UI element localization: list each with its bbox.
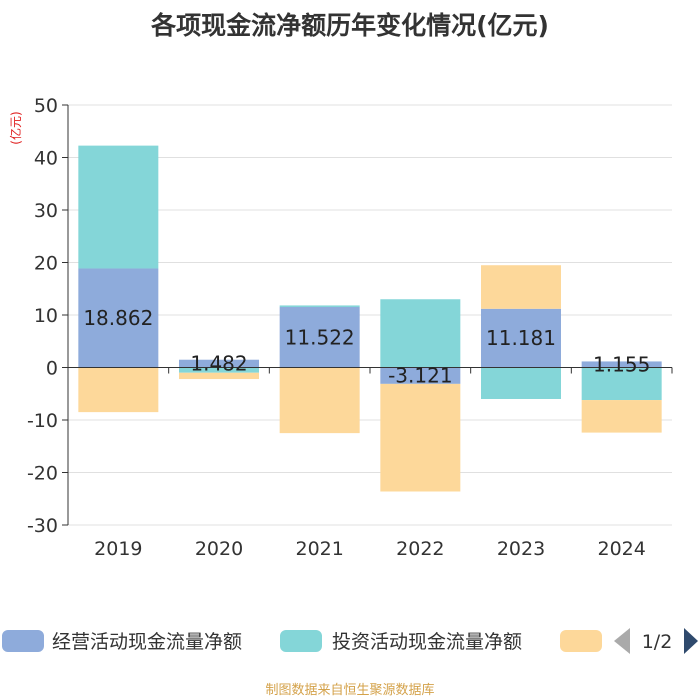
y-tick-label: -30 <box>27 515 58 537</box>
x-tick-label-2024: 2024 <box>597 538 645 560</box>
grid-lines <box>68 104 672 526</box>
bar-2024-series-3 <box>581 400 662 433</box>
legend-label-1[interactable]: 经营活动现金流量净额 <box>52 631 242 653</box>
y-tick-label: 20 <box>34 253 58 275</box>
legend-next-icon[interactable] <box>684 628 698 654</box>
legend-swatch-3[interactable] <box>560 630 602 652</box>
y-tick-label: 40 <box>34 148 58 170</box>
bar-2020-series-2 <box>179 367 259 373</box>
data-labels: 18.862 1.482 11.522 -3.121 11.181 1.155 <box>83 306 650 388</box>
data-label-2021: 11.522 <box>285 325 355 349</box>
y-tick-label: 30 <box>34 200 58 222</box>
bar-2019-series-1 <box>78 268 159 368</box>
bars <box>78 145 662 492</box>
source-footer: 制图数据来自恒生聚源数据库 <box>265 682 434 698</box>
x-tick-label-2023: 2023 <box>497 538 545 560</box>
x-tick-label-2021: 2021 <box>295 538 343 560</box>
y-tick-label: 0 <box>46 358 58 380</box>
bar-2024-series-1 <box>581 361 662 368</box>
tick-labels: 50 40 30 20 10 0 -10 -20 -30 2019 2020 2021 2022 2023… <box>27 95 646 560</box>
x-tick-label-2022: 2022 <box>396 538 444 560</box>
legend-page-indicator: 1/2 <box>642 631 673 653</box>
axes <box>62 104 673 526</box>
bar-2021-series-2 <box>279 305 360 308</box>
x-tick-label-2020: 2020 <box>195 538 243 560</box>
legend-swatch-2[interactable] <box>280 630 322 652</box>
bar-2023-series-2 <box>481 367 561 399</box>
y-axis-label: (亿元) <box>8 111 23 144</box>
data-label-2024: 1.155 <box>593 352 650 376</box>
legend-label-2[interactable]: 投资活动现金流量净额 <box>332 631 522 653</box>
bar-2024-series-2 <box>581 367 662 401</box>
y-tick-label: 10 <box>34 305 58 327</box>
bar-2021-series-1 <box>279 307 360 368</box>
y-tick-label: 50 <box>34 95 58 117</box>
bar-2022-series-3 <box>380 383 461 492</box>
bar-2019-series-3 <box>78 367 159 413</box>
chart-title: 各项现金流净额历年变化情况(亿元) <box>150 11 549 40</box>
bar-2021-series-3 <box>279 367 360 434</box>
bar-2019-series-2 <box>78 145 159 269</box>
bar-2023-series-3 <box>481 265 561 309</box>
data-label-2020: 1.482 <box>190 352 247 376</box>
data-label-2019: 18.862 <box>83 306 153 330</box>
data-label-2022: -3.121 <box>388 364 452 388</box>
x-tick-label-2019: 2019 <box>94 538 142 560</box>
bar-2020-series-1 <box>179 359 259 368</box>
bar-2022-series-1 <box>380 367 461 384</box>
y-tick-label: -10 <box>27 410 58 432</box>
legend-prev-icon[interactable] <box>614 628 630 654</box>
y-tick-label: -20 <box>27 463 58 485</box>
bar-2022-series-2 <box>380 299 461 368</box>
legend-swatch-1[interactable] <box>2 630 44 652</box>
legend[interactable]: 经营活动现金流量净额 投资活动现金流量净额 1/2 <box>2 628 698 654</box>
bar-2023-series-1 <box>481 308 561 368</box>
bar-2020-series-3 <box>179 372 259 380</box>
data-label-2023: 11.181 <box>486 326 556 350</box>
